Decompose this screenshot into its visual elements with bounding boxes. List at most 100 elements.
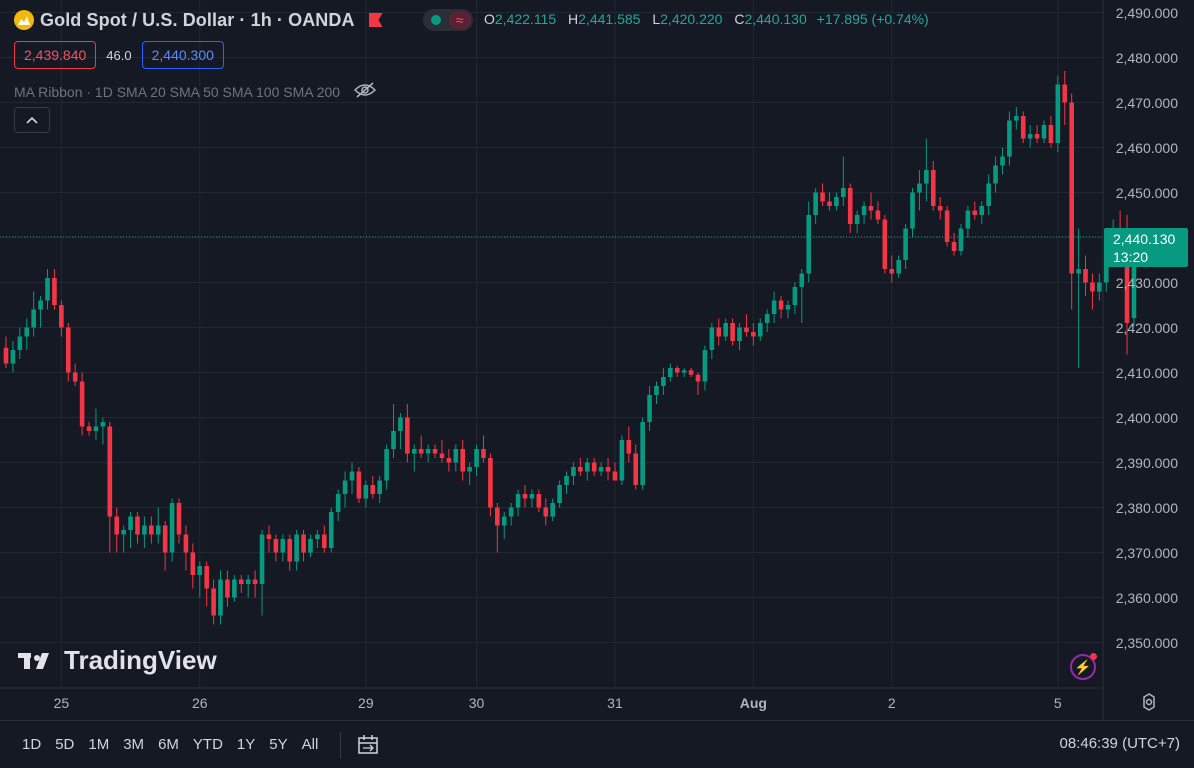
range-1d-button[interactable]: 1D (22, 736, 42, 753)
candle-body (792, 287, 798, 305)
range-1y-button[interactable]: 1Y (236, 736, 256, 753)
candle-body (1069, 102, 1074, 274)
candle-body (86, 426, 92, 431)
candle-body (771, 300, 777, 314)
timezone-clock[interactable]: 08:46:39 (UTC+7) (1059, 735, 1180, 752)
sell-price-button[interactable]: 2,439.840 (14, 41, 97, 69)
candle-body (930, 170, 936, 206)
candle-body (820, 192, 825, 202)
candle-body (460, 449, 466, 472)
candle-body (1090, 282, 1095, 292)
candle-body (52, 278, 57, 305)
candle-body (142, 525, 147, 535)
flag-icon[interactable] (368, 13, 383, 27)
candle-body (225, 579, 230, 598)
candle-body (149, 525, 154, 535)
candle-body (557, 485, 562, 503)
candle-body (764, 314, 770, 323)
candle-body (1041, 125, 1047, 139)
candle-body (135, 516, 140, 535)
candle-body (121, 530, 126, 535)
candle-body (903, 228, 908, 260)
calendar-range-icon[interactable] (357, 734, 379, 756)
candle-body (377, 480, 382, 494)
candle-body (453, 449, 459, 463)
candle-body (841, 188, 846, 197)
candle-body (674, 368, 680, 373)
candle-body (584, 462, 590, 472)
candle-body (868, 206, 874, 211)
candle-body (391, 431, 396, 449)
change-value: +17.895 (+0.74%) (816, 11, 929, 27)
trade-prices: 2,439.840 46.0 2,440.300 (14, 41, 224, 69)
gear-icon[interactable] (1139, 692, 1159, 712)
candle-body (488, 458, 493, 508)
chevron-up-icon (26, 116, 38, 124)
y-tick-label: 2,370.000 (1115, 544, 1178, 561)
range-ytd-button[interactable]: YTD (192, 736, 223, 753)
high-value: 2,441.585 (578, 11, 641, 27)
high-label: H (568, 11, 579, 27)
range-5y-button[interactable]: 5Y (269, 736, 288, 753)
range-1m-button[interactable]: 1M (88, 736, 110, 753)
candle-body (294, 534, 299, 562)
candle-body (24, 327, 30, 337)
candle-body (183, 534, 189, 553)
y-tick-label: 2,450.000 (1115, 184, 1178, 201)
candle-body (411, 449, 417, 454)
candle-body (3, 347, 9, 364)
candle-body (882, 219, 888, 269)
indicator-label[interactable]: MA Ribbon · 1D SMA 20 SMA 50 SMA 100 SMA… (14, 83, 341, 100)
range-5d-button[interactable]: 5D (55, 736, 75, 753)
candle-body (107, 426, 113, 517)
candle-body (730, 323, 735, 341)
candle-body (501, 516, 507, 526)
candle-body (280, 539, 286, 553)
candle-body (522, 494, 528, 499)
candle-body (993, 165, 998, 184)
candle-body (785, 305, 791, 310)
symbol-header[interactable]: Gold Spot / U.S. Dollar · 1h · OANDA ≈ (14, 8, 473, 32)
candle-body (474, 449, 479, 467)
candle-body (1103, 255, 1109, 283)
candle-body (273, 539, 279, 553)
symbol-title[interactable]: Gold Spot / U.S. Dollar · 1h · OANDA (40, 9, 355, 30)
candle-body (751, 332, 756, 337)
low-label: L (652, 11, 661, 27)
range-all-button[interactable]: All (301, 736, 319, 753)
x-tick-label: 25 (53, 695, 70, 711)
candle-body (45, 278, 50, 301)
last-price-label: 2,440.130 13:20 (1104, 228, 1188, 267)
range-6m-button[interactable]: 6M (158, 736, 179, 753)
collapse-legend-button[interactable] (14, 107, 50, 133)
candle-body (370, 485, 376, 494)
candle-body (266, 534, 272, 539)
candle-body (169, 503, 175, 553)
buy-price-button[interactable]: 2,440.300 (141, 41, 224, 69)
candle-body (605, 467, 611, 472)
candle-body (342, 480, 348, 494)
candle-body (349, 471, 355, 481)
low-value: 2,420.220 (660, 11, 723, 27)
lightning-icon[interactable]: ⚡ (1070, 653, 1097, 680)
candle-body (197, 566, 203, 575)
candle-body (847, 188, 853, 224)
range-3m-button[interactable]: 3M (123, 736, 145, 753)
candle-body (301, 534, 306, 553)
candle-body (356, 471, 362, 499)
candle-body (1048, 125, 1054, 143)
candle-body (1007, 120, 1012, 157)
candle-body (508, 507, 514, 517)
candle-body (668, 368, 673, 377)
x-tick-label: 31 (607, 695, 623, 711)
eye-off-icon[interactable] (354, 82, 377, 101)
x-tick-label: 30 (468, 695, 485, 711)
candle-body (688, 370, 694, 375)
y-tick-label: 2,420.000 (1115, 319, 1178, 336)
candle-body (709, 327, 715, 350)
candle-body (806, 215, 812, 274)
indicator-legend[interactable]: MA Ribbon · 1D SMA 20 SMA 50 SMA 100 SMA… (14, 82, 377, 101)
spread-value: 46.0 (106, 47, 132, 63)
market-status-toggle[interactable]: ≈ (422, 9, 473, 31)
